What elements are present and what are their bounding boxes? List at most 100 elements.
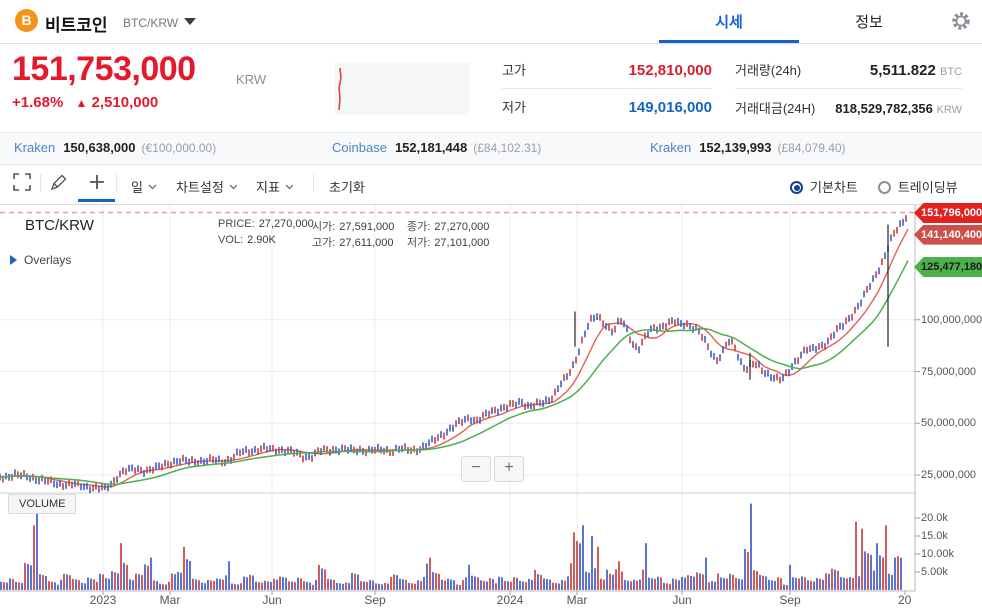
stat-divider2 — [735, 88, 962, 89]
exchange-price: 152,139,993 — [699, 140, 772, 155]
fullscreen-icon[interactable] — [13, 173, 31, 191]
price-change: +1.68% ▲ 2,510,000 — [12, 94, 158, 111]
turnover-value: 818,529,782,356 KRW — [835, 101, 962, 116]
toolbar-separator — [313, 174, 314, 192]
stat-turnover-row: 거래대금(24H) 818,529,782,356 KRW — [735, 98, 962, 117]
change-amount: 2,510,000 — [91, 94, 159, 111]
time-axis-label: Jun — [262, 593, 282, 607]
up-arrow-icon: ▲ — [75, 96, 88, 110]
exchange-item: Kraken 152,139,993 (£84,079.40) — [650, 140, 846, 155]
chart-mode-radios: 기본차트 트레이딩뷰 — [790, 177, 958, 196]
volume-axis-label: 15.0k — [921, 530, 948, 542]
header-divider — [0, 43, 982, 44]
high-label: 고가 — [502, 63, 526, 78]
stat-volume-row: 거래량(24h) 5,511.822 BTC — [735, 60, 962, 79]
price-axis-label: 25,000,000 — [921, 469, 977, 481]
volume-axis-label: 5.00k — [921, 566, 948, 578]
active-tab-underline — [659, 40, 799, 43]
ohlc-info-cell: 저가: 27,101,000 — [407, 237, 490, 249]
mini-sparkline — [335, 62, 470, 115]
time-axis-label: Jun — [672, 593, 692, 607]
chart-settings-dropdown[interactable]: 차트설정 — [176, 177, 238, 196]
currency-label: KRW — [236, 72, 267, 87]
toolbar-divider — [0, 204, 982, 205]
price-axis-label: 50,000,000 — [921, 417, 977, 430]
volume-axis-label: 10.00k — [921, 548, 955, 560]
price-tag: 141,140,400 — [914, 224, 982, 245]
exchange-link[interactable]: Kraken — [14, 140, 56, 155]
exchange-compare-bar: Kraken 150,638,000 (€100,000.00) Coinbase 1… — [0, 132, 982, 165]
time-axis-label: 2024 — [496, 593, 524, 607]
chart-symbol-label: BTC/KRW — [25, 217, 94, 234]
toolbar-separator — [40, 174, 41, 192]
exchange-fiat: (€100,000.00) — [141, 141, 217, 155]
reset-button[interactable]: 초기화 — [329, 180, 365, 195]
add-indicator-icon[interactable] — [88, 173, 106, 191]
exchange-item: Coinbase 152,181,448 (£84,102.31) — [332, 140, 541, 155]
price-axis-label: 100,000,000 — [921, 313, 982, 326]
change-percent: +1.68% — [12, 94, 64, 111]
overlays-toggle[interactable]: Overlays — [10, 253, 71, 267]
turnover-label: 거래대금(24H) — [735, 101, 816, 116]
tab-price[interactable]: 시세 — [715, 14, 743, 31]
exchange-price: 152,181,448 — [394, 140, 468, 155]
exchange-fiat: (£84,079.40) — [777, 141, 846, 155]
volume24h-label: 거래량(24h) — [735, 63, 802, 78]
active-tool-underline — [78, 199, 115, 202]
radio-basic-chart[interactable]: 기본차트 — [790, 177, 858, 196]
stat-low-row: 저가 149,016,000 — [502, 97, 712, 116]
coin-name: 비트코인 — [45, 16, 108, 35]
draw-pencil-icon[interactable] — [50, 173, 68, 191]
exchange-price: 150,638,000 — [63, 140, 136, 155]
chevron-down-icon — [285, 184, 294, 190]
time-axis-label: 2023 — [89, 593, 117, 607]
time-axis-label: Mar — [159, 593, 181, 607]
time-axis-label: Sep — [779, 593, 801, 607]
overlays-label: Overlays — [24, 253, 72, 267]
tab-info[interactable]: 정보 — [855, 14, 883, 31]
toolbar-separator — [116, 174, 117, 192]
exchange-item: Kraken 150,638,000 (€100,000.00) — [14, 140, 216, 155]
exchange-link[interactable]: Coinbase — [332, 140, 387, 155]
low-value: 149,016,000 — [628, 99, 712, 116]
radio-tradingview[interactable]: 트레이딩뷰 — [877, 177, 958, 196]
ohlc-info-cell: 종가: 27,270,000 — [407, 221, 490, 233]
ohlc-info-cell: PRICE: 27,270,000 — [218, 218, 314, 230]
ohlc-info-cell: VOL: 2.90K — [218, 234, 276, 246]
ohlc-info-cell: 시가: 27,591,000 — [312, 221, 395, 233]
chevron-down-icon — [229, 184, 238, 190]
btc-unit: BTC — [940, 66, 962, 78]
volume-pane-label: VOLUME — [8, 494, 77, 514]
zoom-in-button[interactable]: + — [494, 456, 524, 482]
volume24h-value: 5,511.822 BTC — [869, 62, 962, 79]
chevron-down-icon — [148, 184, 157, 190]
price-chart-canvas[interactable] — [0, 205, 982, 615]
radio-selected-icon — [790, 181, 803, 194]
ohlc-info-cell: 고가: 27,611,000 — [312, 237, 394, 249]
low-label: 저가 — [502, 100, 526, 115]
coin-dropdown-caret[interactable] — [184, 18, 196, 25]
volume-axis-label: 20.0k — [921, 512, 948, 524]
settings-gear-icon[interactable] — [950, 10, 972, 32]
exchange-link[interactable]: Kraken — [650, 140, 692, 155]
bitcoin-icon: B — [15, 9, 38, 32]
stat-high-row: 고가 152,810,000 — [502, 60, 712, 79]
price-tag: 151,796,000 — [914, 203, 982, 223]
high-value: 152,810,000 — [628, 62, 712, 79]
radio-unselected-icon — [877, 181, 891, 194]
zoom-out-button[interactable]: − — [461, 456, 491, 482]
current-price: 151,753,000 — [12, 50, 196, 88]
expand-triangle-icon — [10, 255, 17, 265]
time-axis-label: Sep — [364, 593, 386, 607]
price-tag: 125,477,180 — [914, 257, 982, 277]
time-axis-label: 20 — [898, 593, 912, 607]
interval-dropdown[interactable]: 일 — [131, 177, 157, 196]
krw-unit: KRW — [936, 104, 962, 116]
coin-pair: BTC/KRW — [123, 16, 179, 30]
stat-divider — [502, 88, 712, 89]
price-axis-label: 75,000,000 — [921, 365, 977, 378]
exchange-fiat: (£84,102.31) — [473, 141, 542, 155]
indicators-dropdown[interactable]: 지표 — [256, 177, 294, 196]
zoom-controls: − + — [461, 456, 524, 482]
